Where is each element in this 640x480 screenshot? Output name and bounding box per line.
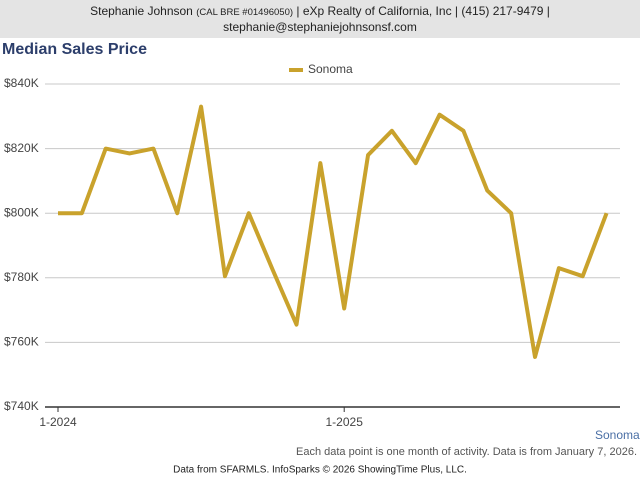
x-tick-label: 1-2024 xyxy=(39,415,77,429)
y-tick-label: $840K xyxy=(4,76,39,90)
header-bar xyxy=(0,0,640,38)
y-tick-label: $780K xyxy=(4,270,39,284)
agency-details: | eXp Realty of California, Inc | (415) … xyxy=(296,4,550,18)
note: Each data point is one month of activity… xyxy=(296,446,637,458)
license: (CAL BRE #01496050) xyxy=(196,7,293,18)
agent-name: Stephanie Johnson xyxy=(90,4,193,18)
y-tick-label: $820K xyxy=(4,141,39,155)
y-tick-label: $800K xyxy=(4,205,39,219)
email: stephanie@stephaniejohnsonsf.com xyxy=(223,20,417,34)
y-tick-label: $760K xyxy=(4,335,39,349)
chart-title: Median Sales Price xyxy=(2,41,147,58)
credit: Data from SFARMLS. InfoSparks © 2026 Sho… xyxy=(173,465,467,476)
y-tick-label: $740K xyxy=(4,399,39,413)
x-tick-label: 1-2025 xyxy=(326,415,364,429)
region-label: Sonoma xyxy=(595,428,640,442)
header-line: Stephanie Johnson (CAL BRE #01496050) | … xyxy=(90,4,550,18)
data-line xyxy=(58,104,609,359)
legend-label: Sonoma xyxy=(308,62,353,76)
